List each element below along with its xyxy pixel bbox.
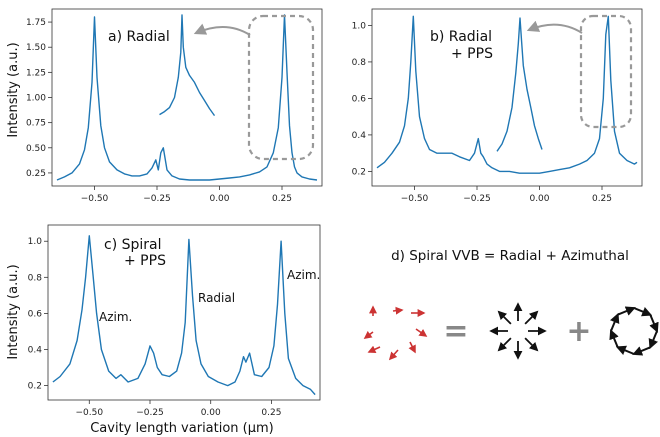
x-tick-label: 0.25: [272, 194, 292, 204]
x-tick-label: 0.00: [201, 408, 221, 418]
panel-a-label: a) Radial: [108, 29, 170, 45]
plot-frame: [51, 8, 323, 187]
azimuthal-arrow: [632, 346, 651, 356]
panel-b-label-line2: + PPS: [451, 46, 493, 62]
zoom-inset-line: [159, 14, 216, 117]
series-line: [52, 235, 316, 396]
azimuthal-arrow: [648, 330, 658, 350]
y-tick-label: 1.25: [26, 68, 46, 78]
x-tick-label: −0.50: [81, 194, 109, 204]
plot-frame: [371, 8, 643, 187]
plus-sign: +: [566, 314, 591, 349]
x-tick-label: 0.25: [592, 194, 612, 204]
spiral-arrow: [408, 341, 416, 354]
panel-a-radial: −0.50 −0.25 0.00 0.25 0.25 0.50 0.75 1.00 1.25 1.…: [26, 8, 323, 204]
zoom-box-dashed: [579, 14, 633, 129]
zoom-inset-line: [496, 17, 543, 152]
y-tick-label: 0.2: [28, 382, 42, 392]
y-tick-label: 0.75: [26, 119, 46, 129]
radial-arrow: [524, 337, 539, 352]
radial-arrows-diagram: [489, 302, 547, 360]
y-axis-title-top: Intensity (a.u.): [6, 42, 21, 137]
azimuthal-arrow: [609, 329, 619, 348]
azimuthal-arrow: [617, 306, 636, 316]
series-line: [376, 15, 638, 174]
radial-arrow: [497, 310, 512, 325]
y-tick-label: 1.0: [352, 21, 367, 31]
azimuthal-arrow: [610, 312, 620, 332]
y-tick-label: 1.50: [26, 43, 46, 53]
x-tick-label: −0.50: [401, 194, 429, 204]
y-tick-label: 0.4: [28, 345, 43, 355]
x-tick-label: −0.50: [75, 408, 103, 418]
plot-frame: [47, 224, 321, 401]
y-tick-label: 0.50: [26, 144, 46, 154]
series-line: [56, 14, 318, 181]
x-tick-label: −0.25: [463, 194, 491, 204]
azimuthal-arrow: [633, 307, 653, 317]
radial-arrow: [497, 337, 512, 352]
azimuthal-arrow: [649, 314, 659, 333]
y-tick-label: 0.8: [352, 58, 367, 68]
y-tick-label: 0.6: [28, 309, 43, 319]
y-tick-label: 1.0: [28, 237, 43, 247]
y-tick-label: 0.2: [352, 167, 366, 177]
y-tick-label: 0.6: [352, 94, 367, 104]
x-tick-label: 0.00: [209, 194, 229, 204]
annotation-radial: Radial: [198, 291, 235, 305]
annotation-azim-left: Azim.: [99, 310, 132, 324]
equals-sign: =: [443, 314, 468, 349]
y-axis-title-bottom: Intensity (a.u.): [6, 264, 21, 359]
x-tick-label: −0.25: [136, 408, 164, 418]
spiral-arrow: [388, 349, 399, 361]
y-tick-label: 1.75: [26, 18, 46, 28]
panel-b-label-line1: b) Radial: [430, 29, 492, 45]
y-tick-label: 1.00: [26, 94, 46, 104]
spiral-arrow: [367, 345, 381, 353]
radial-arrow: [524, 310, 539, 325]
spiral-vvb-diagram: [363, 305, 428, 361]
y-tick-label: 0.8: [28, 273, 43, 283]
x-tick-label: 0.00: [529, 194, 549, 204]
panel-b-radial-pps: −0.50 −0.25 0.00 0.25 0.2 0.4 0.6 0.8 1.0: [352, 8, 643, 204]
x-axis-title: Cavity length variation (µm): [90, 421, 274, 436]
panel-c-spiral-pps: −0.50 −0.25 0.00 0.25 0.2 0.4 0.6 0.8 1.0: [28, 224, 321, 418]
annotation-azim-right: Azim.: [287, 268, 320, 282]
panel-c-label-line1: c) Spiral: [104, 237, 162, 253]
x-tick-label: −0.25: [143, 194, 171, 204]
zoom-arrow: [193, 23, 251, 36]
y-tick-label: 0.4: [352, 131, 367, 141]
spiral-arrow: [392, 306, 404, 315]
spiral-arrow: [363, 330, 374, 339]
azimuthal-arrows-diagram: [609, 306, 659, 356]
zoom-box-dashed: [247, 14, 315, 161]
y-tick-label: 0.25: [26, 169, 46, 179]
zoom-arrow: [526, 20, 583, 34]
panel-d-title: d) Spiral VVB = Radial + Azimuthal: [391, 248, 629, 264]
spiral-arrow: [415, 328, 428, 337]
panel-c-label-line2: + PPS: [124, 253, 166, 269]
x-tick-label: 0.25: [261, 408, 281, 418]
azimuthal-arrow: [615, 345, 635, 355]
